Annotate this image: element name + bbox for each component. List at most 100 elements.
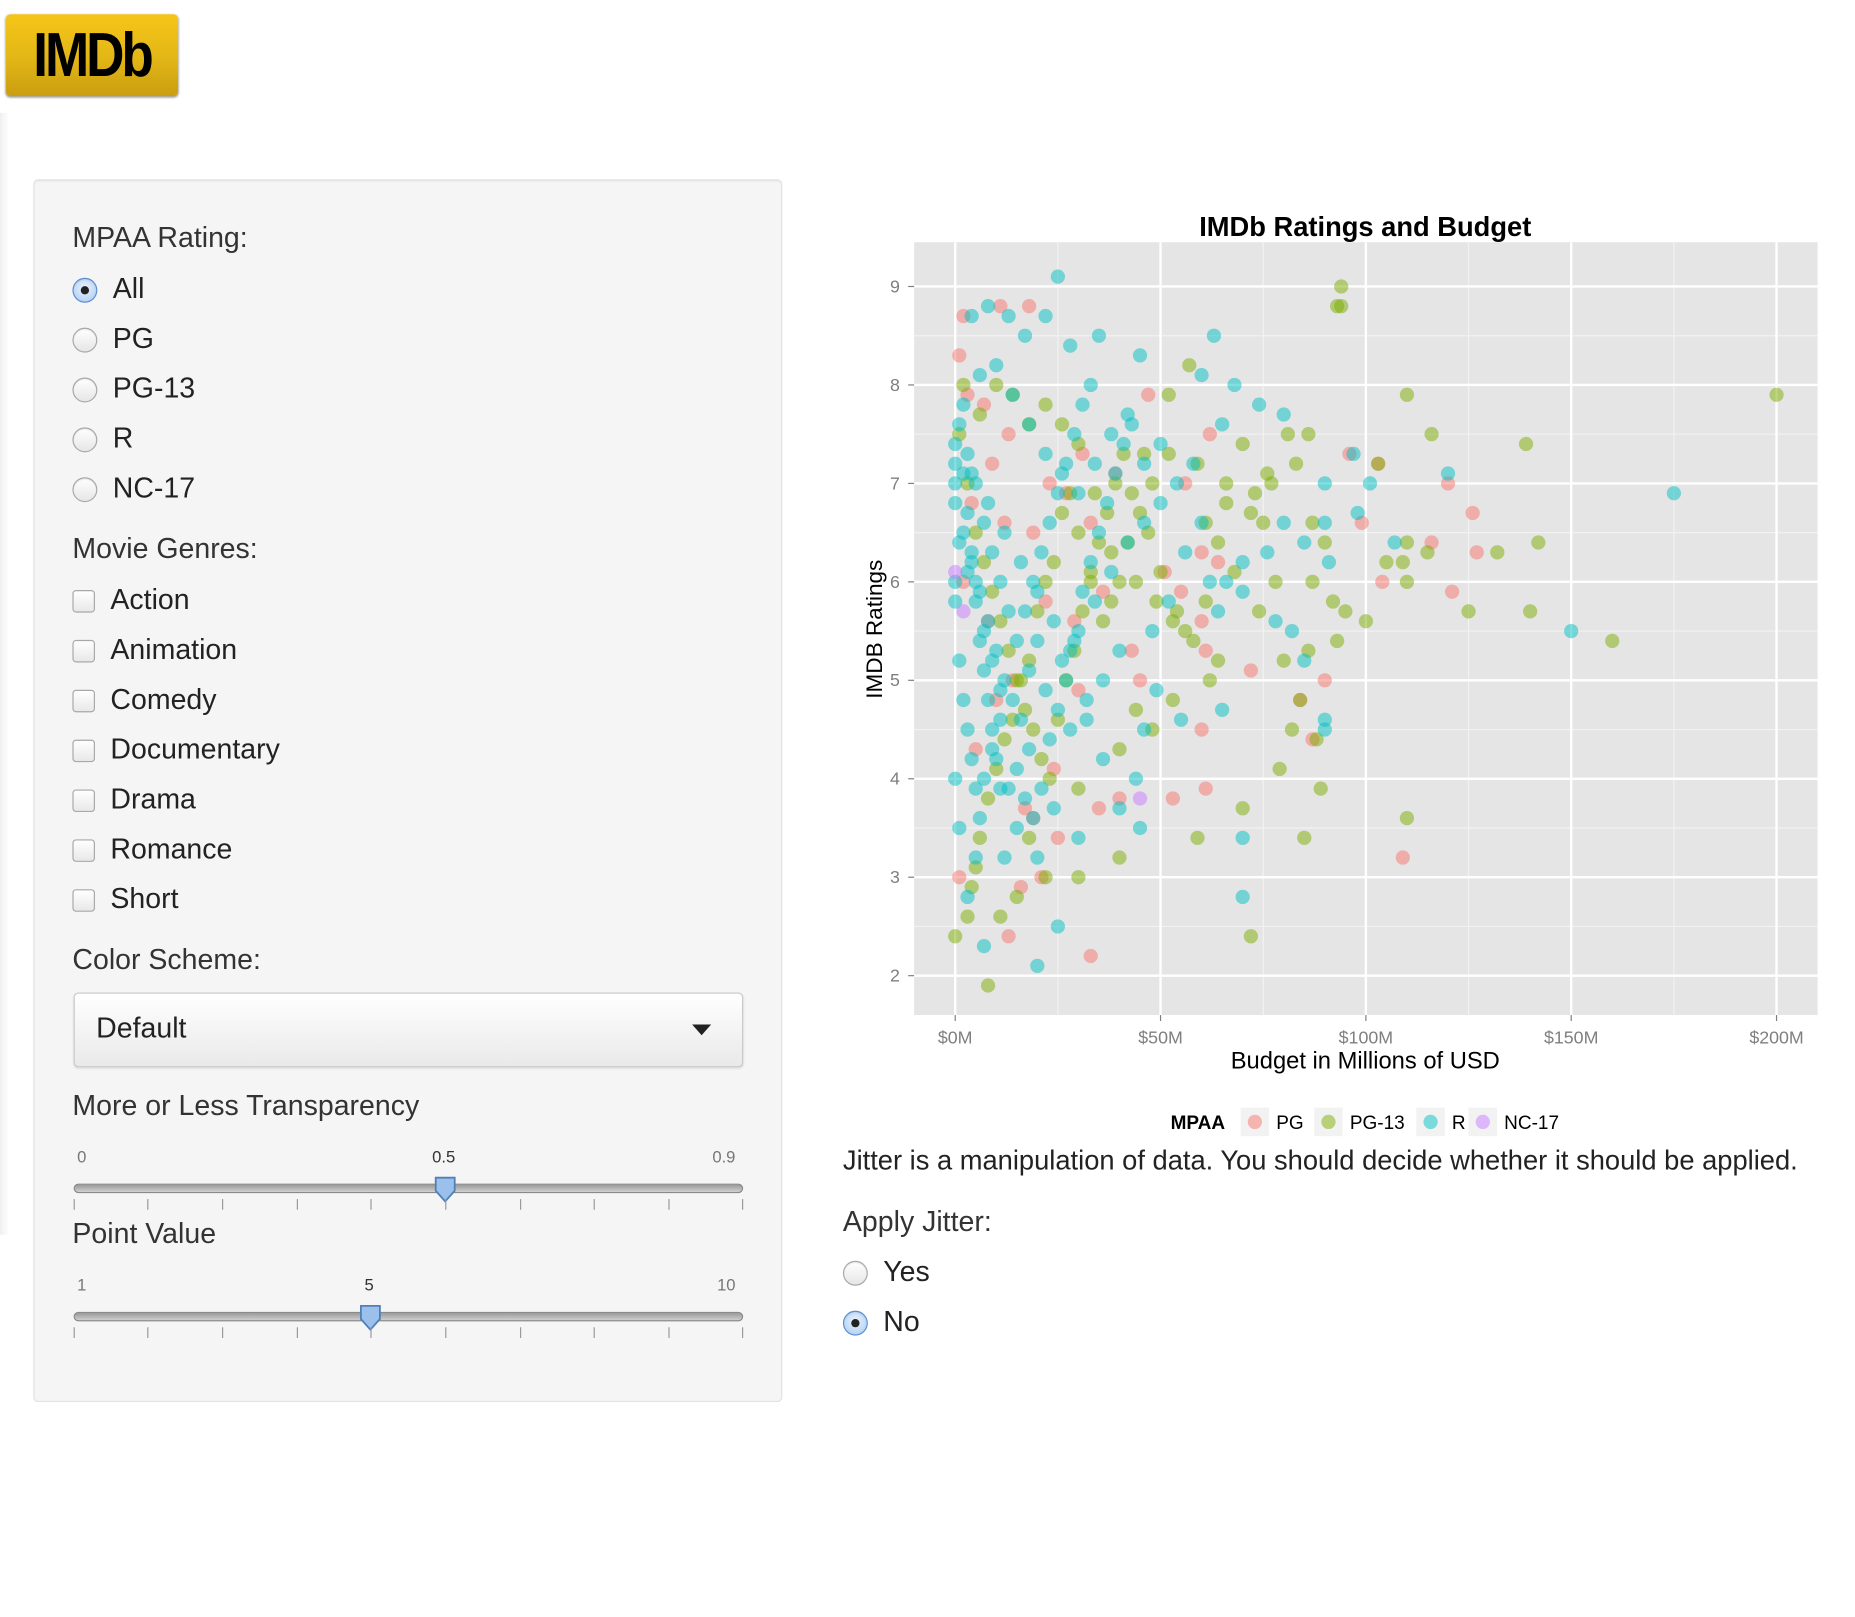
mpaa-radio-all[interactable]: All — [72, 272, 144, 308]
data-point-r — [997, 525, 1012, 540]
genre-checkbox-animation[interactable]: Animation — [72, 633, 237, 669]
data-point-pg-13 — [1001, 643, 1016, 658]
checkbox-icon[interactable] — [72, 739, 95, 762]
radio-button-icon[interactable] — [842, 1310, 868, 1336]
genre-checkbox-action[interactable]: Action — [72, 583, 190, 619]
radio-button-icon[interactable] — [72, 476, 98, 502]
genre-checkbox-drama[interactable]: Drama — [72, 782, 196, 818]
slider-track[interactable] — [73, 1311, 744, 1322]
data-point-r — [1022, 742, 1037, 757]
data-point-pg-13 — [989, 377, 1004, 393]
mpaa-radio-pg13[interactable]: PG-13 — [72, 372, 195, 408]
slider-handle[interactable] — [433, 1176, 457, 1203]
data-point-r — [1009, 820, 1024, 836]
genre-checkbox-documentary[interactable]: Documentary — [72, 733, 280, 769]
slider-tick — [593, 1327, 595, 1338]
data-point-r — [1346, 446, 1361, 461]
data-point-r — [1022, 663, 1037, 678]
data-point-r — [1284, 623, 1300, 639]
data-point-pg-13 — [1022, 653, 1037, 668]
color-scheme-select[interactable]: Default — [73, 992, 744, 1068]
data-point-r — [960, 889, 975, 905]
data-point-pg — [1083, 515, 1098, 530]
point-value-slider[interactable]: 1 5 10 — [73, 1275, 744, 1358]
x-tick-label: $50M — [1138, 1028, 1183, 1048]
data-point-r — [985, 653, 1000, 668]
data-point-pg-13 — [1095, 614, 1111, 629]
data-point-pg — [1469, 545, 1484, 560]
chart-container: IMDb Ratings and Budget $0M $50M $100M $150… — [831, 202, 1852, 1152]
checkbox-icon[interactable] — [72, 639, 95, 662]
slider-track[interactable] — [73, 1183, 744, 1194]
y-tick-label: 4 — [890, 769, 900, 789]
slider-handle[interactable] — [359, 1305, 383, 1331]
slider-value-label: 0.5 — [432, 1146, 456, 1166]
checkbox-icon[interactable] — [72, 788, 95, 812]
jitter-radio-yes[interactable]: Yes — [842, 1255, 930, 1291]
slider-tick — [445, 1327, 447, 1338]
radio-button-icon[interactable] — [72, 376, 98, 402]
data-point-pg — [1042, 476, 1057, 491]
data-point-r — [1132, 348, 1148, 363]
radio-button-icon[interactable] — [72, 327, 98, 353]
slider-ticks — [73, 1199, 744, 1211]
data-point-pg-13 — [1182, 358, 1197, 373]
data-point-pg-13 — [1198, 594, 1213, 609]
mpaa-radio-pg[interactable]: PG — [72, 322, 154, 358]
data-point-r — [985, 545, 1000, 560]
slider-tick — [519, 1199, 522, 1210]
data-point-pg-13 — [1050, 712, 1065, 727]
data-point-pg — [1141, 387, 1156, 402]
data-point-r — [1297, 535, 1312, 550]
data-point-pg — [1017, 801, 1033, 816]
radio-button-icon[interactable] — [72, 426, 98, 452]
data-point-pg-13 — [1178, 623, 1193, 639]
checkbox-icon[interactable] — [72, 888, 95, 912]
data-point-pg-13 — [1083, 564, 1098, 580]
slider-tick — [593, 1199, 595, 1210]
genre-checkbox-short[interactable]: Short — [72, 882, 179, 918]
mpaa-radio-r[interactable]: R — [72, 421, 133, 457]
slider-tick — [147, 1199, 149, 1210]
data-point-pg-13 — [997, 732, 1012, 747]
chevron-down-icon[interactable] — [692, 1024, 712, 1036]
data-point-pg-13 — [1071, 781, 1086, 796]
data-point-pg-13 — [1325, 594, 1341, 609]
data-point-r — [1005, 387, 1020, 402]
data-point-r — [993, 712, 1008, 727]
radio-label: No — [883, 1305, 920, 1338]
data-point-r — [948, 771, 963, 786]
data-point-r — [1034, 781, 1049, 796]
mpaa-radio-nc17[interactable]: NC-17 — [72, 471, 195, 507]
data-point-r — [1079, 692, 1094, 708]
data-point-pg-13 — [1284, 722, 1300, 737]
data-point-r — [1149, 683, 1164, 698]
jitter-radio-no[interactable]: No — [842, 1305, 920, 1341]
x-tick-label: $0M — [938, 1028, 973, 1048]
data-point-pg-13 — [993, 614, 1008, 629]
data-point-pg-13 — [1297, 830, 1312, 845]
checkbox-icon[interactable] — [72, 589, 95, 613]
genre-checkbox-comedy[interactable]: Comedy — [72, 683, 217, 719]
transparency-slider[interactable]: 0 0.5 0.9 — [73, 1146, 744, 1230]
data-point-r — [1260, 545, 1275, 560]
data-point-pg-13 — [1202, 673, 1217, 688]
data-point-pg-13 — [1128, 574, 1144, 589]
data-point-r — [1145, 623, 1160, 639]
data-point-r — [1124, 417, 1139, 432]
checkbox-icon[interactable] — [72, 838, 95, 862]
data-point-r — [989, 358, 1004, 373]
radio-button-icon[interactable] — [72, 277, 98, 303]
checkbox-icon[interactable] — [72, 689, 95, 712]
data-point-r — [1079, 712, 1094, 727]
logo-text: IMDb — [33, 20, 154, 90]
genre-checkbox-romance[interactable]: Romance — [72, 832, 232, 868]
data-point-pg-13 — [1769, 387, 1784, 402]
data-point-pg-13 — [1091, 535, 1107, 550]
radio-button-icon[interactable] — [842, 1260, 868, 1286]
grid-lines — [914, 242, 1818, 1016]
data-point-pg-13 — [948, 929, 963, 944]
data-point-r — [1038, 446, 1053, 461]
data-point-r — [1317, 712, 1332, 727]
data-point-r — [1227, 377, 1242, 393]
